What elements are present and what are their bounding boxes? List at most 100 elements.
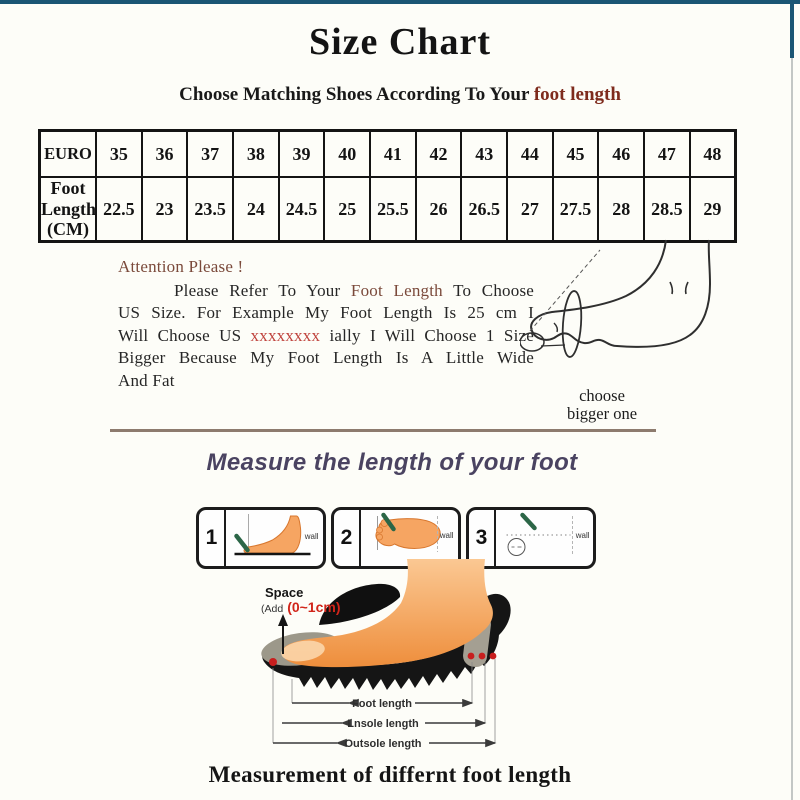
euro-size-cell: 39 [277, 129, 326, 178]
space-add-label: (Add (0~1cm) [261, 599, 341, 616]
attention-line: Bigger Because My Foot Length Is A Littl… [118, 348, 534, 367]
dashed-guide-line [529, 249, 601, 332]
space-add-prefix: (Add [261, 603, 283, 615]
space-arrow-head [278, 614, 288, 626]
euro-size-cell: 37 [186, 129, 235, 178]
section-divider [110, 429, 656, 432]
step-panel-1: 1 wall [196, 507, 326, 569]
attention-note: Attention Please ! Please Refer To Your … [118, 256, 534, 392]
attention-line: And Fat [118, 370, 175, 390]
attention-line: US Size. For Example My Foot Length Is 2… [118, 303, 534, 322]
wall-label: wall [575, 531, 590, 540]
step-panel-2: 2 wall [331, 507, 461, 569]
foot-length-cell: 27 [506, 176, 554, 243]
attention-title: Attention Please ! [118, 257, 244, 276]
choose-bigger-note: choose bigger one [538, 387, 666, 423]
euro-size-cell: 40 [323, 129, 372, 178]
foot-length-cell: 25.5 [369, 176, 417, 243]
space-label: Space [265, 585, 303, 600]
toe-highlight [281, 640, 325, 662]
foot-sketch-illustration [520, 239, 712, 358]
space-add-range: (0~1cm) [287, 599, 340, 615]
bottom-caption: Measurement of differnt foot length [208, 762, 572, 787]
foot-length-cell: 23.5 [186, 176, 235, 243]
subtitle-highlight: foot length [533, 84, 621, 105]
foot-length-cell: 24 [232, 176, 280, 243]
subtitle-prefix: Choose Matching Shoes According To Your [179, 84, 534, 105]
measure-section-heading: Measure the length of your foot [206, 449, 578, 476]
attention-crossed-text: xxxxxxxx [250, 325, 321, 345]
heel-dot [489, 652, 497, 660]
foot-length-cell: 26.5 [460, 176, 509, 243]
size-table: EURO 35 36 37 38 39 40 41 42 43 44 45 46… [38, 129, 737, 244]
foot-length-row-header: Foot Length (CM) [38, 176, 97, 243]
euro-row-header: EURO [38, 129, 97, 178]
right-border-gray [791, 58, 793, 800]
attention-highlight: Foot Length [350, 280, 443, 300]
step-number: 2 [334, 510, 361, 566]
toe-mark [553, 322, 559, 333]
euro-size-cell: 46 [597, 129, 646, 178]
wall-label: wall [439, 531, 454, 540]
right-border-teal [790, 0, 794, 58]
attention-line: Will Choose US xxxxxxxx ially I Will Cho… [118, 325, 534, 348]
heel-dot [467, 652, 475, 660]
choose-note-line: bigger one [566, 404, 638, 423]
foot-outline [530, 239, 712, 348]
toe-shape [376, 526, 383, 534]
annotation-loop [520, 332, 545, 352]
girth-ellipse [561, 290, 583, 358]
table-row-foot-length: Foot Length (CM) 22.5 23 23.5 24 24.5 25… [38, 176, 737, 243]
euro-size-cell: 48 [688, 129, 737, 178]
length-mark-circle [507, 538, 526, 556]
foot-length-cell: 23 [140, 176, 189, 243]
step-number: 3 [469, 510, 496, 566]
foot-length-cell: 22.5 [95, 176, 143, 243]
attention-text: Please Refer To Your [174, 280, 351, 300]
foot-length-cell: 25 [323, 176, 372, 243]
foot-side-shape [243, 515, 302, 554]
wall-label: wall [304, 532, 319, 541]
euro-size-cell: 45 [551, 129, 600, 178]
choose-note-line: choose [579, 386, 625, 405]
step1-side-foot-illustration: wall [234, 514, 319, 556]
table-row-euro: EURO 35 36 37 38 39 40 41 42 43 44 45 46… [38, 129, 737, 178]
foot-length-cell: 28 [597, 176, 646, 243]
marker-pen-icon [234, 533, 250, 553]
euro-size-cell: 43 [460, 129, 509, 178]
foot-length-cell: 28.5 [643, 176, 691, 243]
shoe-collar-shape [319, 583, 401, 625]
attention-text: To Choose [442, 280, 535, 300]
marker-pen-icon [520, 512, 537, 531]
foot-length-cell: 24.5 [277, 176, 326, 243]
subtitle: Choose Matching Shoes According To Your … [0, 84, 800, 106]
euro-size-cell: 42 [414, 129, 463, 178]
euro-size-cell: 38 [232, 129, 280, 178]
outsole-length-label: Outsole length [345, 738, 422, 750]
annotation-stroke [540, 344, 566, 347]
step-number: 1 [199, 510, 226, 566]
toe-dot [269, 658, 277, 666]
top-border-line [0, 0, 800, 4]
euro-size-cell: 47 [643, 129, 691, 178]
heel-dot [478, 652, 486, 660]
step2-top-foot-illustration: wall [375, 512, 454, 552]
foot-length-label: Foot length [352, 698, 412, 710]
ankle-mark [684, 281, 689, 295]
euro-size-cell: 41 [369, 129, 417, 178]
euro-size-cell: 35 [95, 129, 143, 178]
foot-length-cell: 29 [688, 176, 737, 243]
foot-length-cell: 26 [414, 176, 463, 243]
foot-length-cell: 27.5 [551, 176, 600, 243]
attention-text: ially I Will Choose 1 Size [320, 325, 534, 345]
measuring-steps: 1 wall 2 wall 3 [196, 507, 596, 569]
step3-measure-illustration: wall [506, 512, 590, 556]
shoe-outsole-shape [262, 611, 499, 690]
insole-length-label: Lnsole length [347, 718, 419, 730]
step-panel-3: 3 wall [466, 507, 596, 569]
shoe-measurement-diagram: Space (Add (0~1cm) Foot length Lnsole le… [261, 559, 511, 750]
euro-size-cell: 44 [506, 129, 554, 178]
euro-size-cell: 36 [140, 129, 189, 178]
ankle-mark [669, 281, 674, 295]
